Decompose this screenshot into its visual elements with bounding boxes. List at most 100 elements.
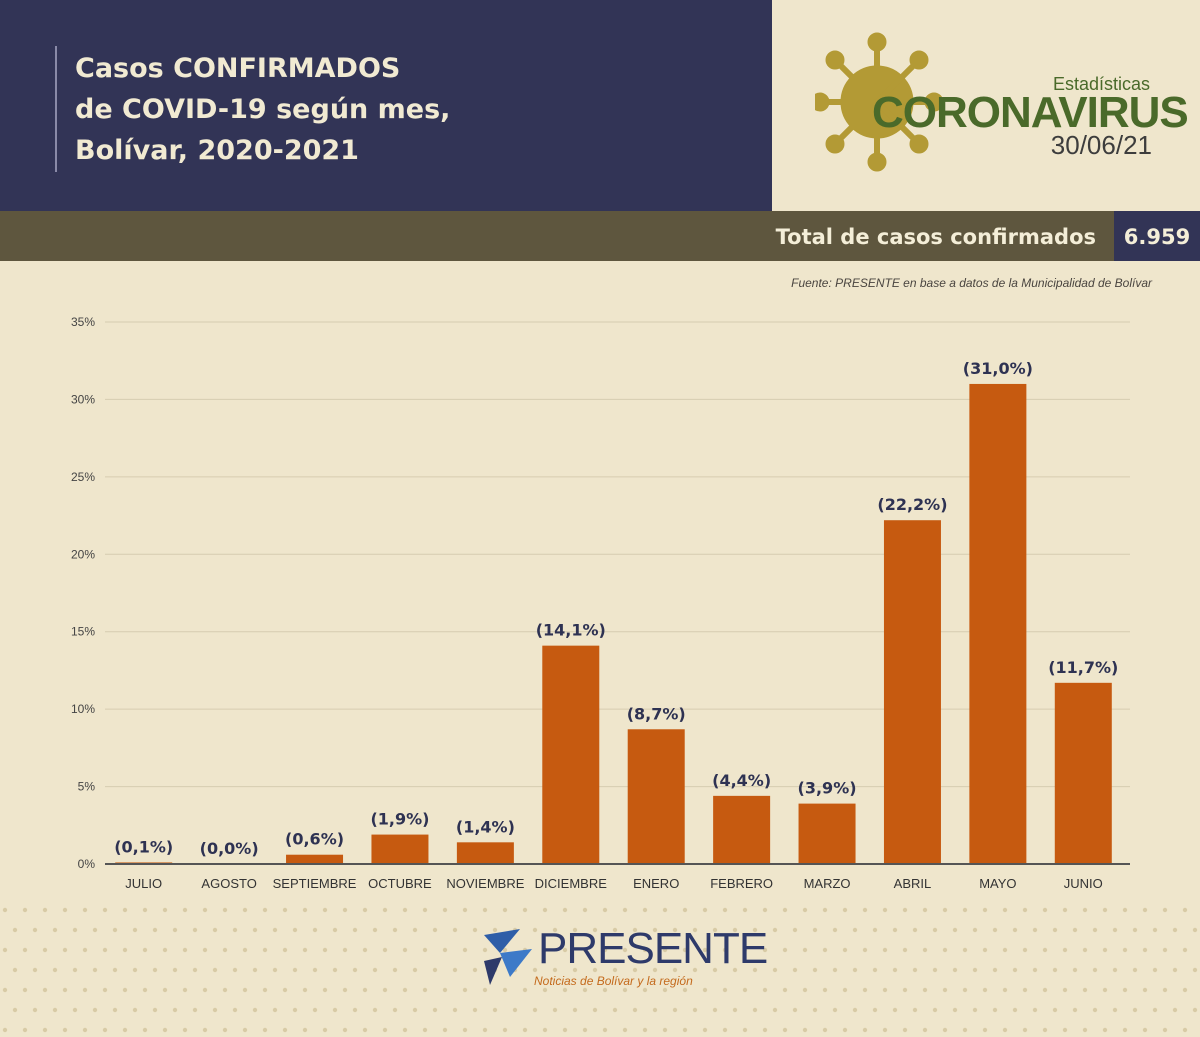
decor-dot <box>882 947 888 953</box>
decor-dot <box>542 907 548 913</box>
decor-dot <box>822 987 828 993</box>
decor-dot <box>2 947 8 953</box>
y-tick-label: 15% <box>71 625 95 639</box>
decor-dot <box>412 1007 418 1013</box>
decor-dot <box>672 967 678 973</box>
decor-dot <box>732 967 738 973</box>
decor-dot <box>1192 927 1198 933</box>
decor-dot <box>762 987 768 993</box>
decor-dot <box>872 1007 878 1013</box>
decor-dot <box>762 907 768 913</box>
decor-dot <box>792 967 798 973</box>
coronavirus-wordmark: CORONAVIRUS <box>872 88 1189 137</box>
value-label: (4,4%) <box>712 771 771 790</box>
decor-dot <box>1072 927 1078 933</box>
decor-dot <box>62 947 68 953</box>
decor-dot <box>1052 967 1058 973</box>
bars <box>115 383 1112 864</box>
decor-dot <box>42 1027 48 1033</box>
y-tick-label: 10% <box>71 702 95 716</box>
decor-dot <box>442 987 448 993</box>
decor-dot <box>302 987 308 993</box>
decor-dot <box>822 1027 828 1033</box>
decor-dot <box>762 947 768 953</box>
decor-dot <box>222 947 228 953</box>
decor-dot <box>382 907 388 913</box>
decor-dot <box>262 907 268 913</box>
decor-dot <box>962 947 968 953</box>
decor-dot <box>392 967 398 973</box>
decor-dot <box>582 947 588 953</box>
decor-dot <box>1152 1007 1158 1013</box>
decor-dot <box>1042 1027 1048 1033</box>
decor-dot <box>232 1007 238 1013</box>
decor-dot <box>972 927 978 933</box>
decor-dot <box>592 927 598 933</box>
decor-dot <box>292 927 298 933</box>
decor-dot <box>982 1027 988 1033</box>
decor-dot <box>1172 927 1178 933</box>
decor-dot <box>1092 967 1098 973</box>
decor-dot <box>442 947 448 953</box>
decor-dot <box>1142 1027 1148 1033</box>
decor-dot <box>322 907 328 913</box>
decor-dot <box>1102 947 1108 953</box>
decor-dot <box>1172 967 1178 973</box>
bar-junio <box>1054 682 1112 864</box>
decor-dot <box>762 1027 768 1033</box>
decor-dot <box>862 987 868 993</box>
x-axis-ticks: JULIO AGOSTO SEPTIEMBRE OCTUBRE NOVIEMBRE DIC… <box>125 876 1103 891</box>
decor-dot <box>1062 1027 1068 1033</box>
decor-dot <box>432 927 438 933</box>
decor-dot <box>522 987 528 993</box>
decor-dot <box>292 967 298 973</box>
decor-dot <box>1022 1027 1028 1033</box>
title-line-3: Bolívar, 2020-2021 <box>75 135 359 166</box>
decor-dot <box>922 1027 928 1033</box>
decor-dot <box>162 987 168 993</box>
decor-dot <box>1012 1007 1018 1013</box>
decor-dot <box>312 927 318 933</box>
decor-dot <box>172 927 178 933</box>
decor-dot <box>1102 907 1108 913</box>
decor-dot <box>612 927 618 933</box>
decor-dot <box>912 927 918 933</box>
decor-dot <box>802 907 808 913</box>
decor-dot <box>42 947 48 953</box>
decor-dot <box>692 927 698 933</box>
value-label: (1,4%) <box>456 817 515 836</box>
decor-dot <box>202 947 208 953</box>
decor-dot <box>142 1027 148 1033</box>
decor-dot <box>82 947 88 953</box>
decor-dot <box>772 967 778 973</box>
decor-dot <box>252 967 258 973</box>
decor-dot <box>772 1007 778 1013</box>
decor-dot <box>1002 987 1008 993</box>
decor-dot <box>212 927 218 933</box>
decor-dot <box>462 947 468 953</box>
decor-dot <box>922 907 928 913</box>
decor-dot <box>912 1007 918 1013</box>
decor-dot <box>202 907 208 913</box>
decor-dot <box>1162 947 1168 953</box>
decor-dot <box>172 967 178 973</box>
bar-mayo <box>969 383 1027 864</box>
decor-dot <box>622 947 628 953</box>
decor-dot <box>812 1007 818 1013</box>
decor-dot <box>142 947 148 953</box>
decor-dot <box>1132 927 1138 933</box>
decor-dot <box>692 967 698 973</box>
decor-dot <box>902 907 908 913</box>
x-tick-label: ABRIL <box>894 876 932 891</box>
decor-dot <box>702 907 708 913</box>
decor-dot <box>1112 927 1118 933</box>
decor-dot <box>552 967 558 973</box>
decor-dot <box>202 987 208 993</box>
decor-dot <box>92 1007 98 1013</box>
decor-dot <box>112 1007 118 1013</box>
decor-dot <box>122 907 128 913</box>
decor-dot <box>852 1007 858 1013</box>
decor-dot <box>602 987 608 993</box>
decor-dot <box>422 987 428 993</box>
decor-dot <box>1032 927 1038 933</box>
